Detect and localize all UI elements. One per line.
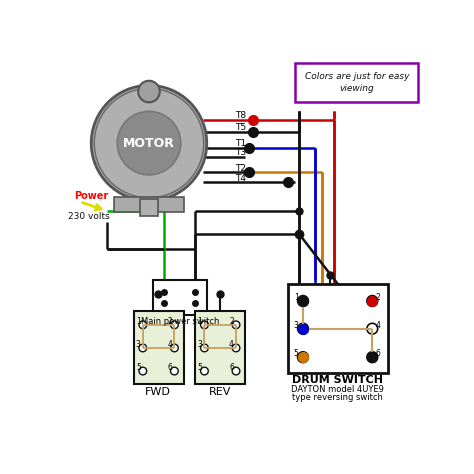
- Text: type reversing switch: type reversing switch: [292, 392, 383, 401]
- Text: DAYTON model 4UYE9: DAYTON model 4UYE9: [291, 385, 384, 394]
- Text: 5: 5: [136, 363, 141, 372]
- Text: 2: 2: [167, 317, 172, 326]
- Text: REV: REV: [209, 387, 231, 397]
- Circle shape: [298, 352, 309, 363]
- Bar: [140, 200, 158, 216]
- Text: 3: 3: [198, 340, 202, 349]
- Circle shape: [94, 89, 204, 198]
- Circle shape: [171, 367, 178, 375]
- Text: 2: 2: [229, 317, 234, 326]
- Text: 3: 3: [136, 340, 141, 349]
- Text: FWD: FWD: [146, 387, 171, 397]
- Bar: [195, 311, 245, 384]
- Text: 6: 6: [229, 363, 234, 372]
- Circle shape: [201, 344, 208, 352]
- Text: Power: Power: [74, 191, 109, 201]
- Text: 3: 3: [294, 321, 299, 330]
- Circle shape: [138, 81, 160, 102]
- Circle shape: [201, 367, 208, 375]
- Text: T4: T4: [235, 174, 246, 183]
- Text: 5: 5: [198, 363, 202, 372]
- Text: 1: 1: [294, 293, 299, 302]
- Circle shape: [232, 367, 240, 375]
- Text: 4: 4: [229, 340, 234, 349]
- Text: 2: 2: [375, 293, 380, 302]
- Circle shape: [298, 323, 309, 334]
- Circle shape: [171, 344, 178, 352]
- Bar: [134, 311, 183, 384]
- Text: 1: 1: [198, 317, 202, 326]
- Circle shape: [367, 323, 378, 334]
- Circle shape: [298, 296, 309, 306]
- Text: T1: T1: [235, 139, 246, 148]
- Text: Main power switch: Main power switch: [141, 317, 219, 326]
- FancyBboxPatch shape: [114, 197, 183, 212]
- Circle shape: [367, 352, 378, 363]
- Circle shape: [201, 321, 208, 328]
- Text: 6: 6: [375, 349, 380, 358]
- Text: DRUM SWITCH: DRUM SWITCH: [292, 375, 383, 385]
- Text: 230 volts: 230 volts: [68, 211, 110, 220]
- Bar: [295, 63, 419, 101]
- Bar: [153, 280, 207, 315]
- Circle shape: [139, 321, 146, 328]
- Text: T3: T3: [235, 148, 246, 157]
- Text: 4: 4: [375, 321, 380, 330]
- Text: T8: T8: [235, 111, 246, 120]
- Text: 4: 4: [167, 340, 173, 349]
- Text: T5: T5: [235, 123, 246, 132]
- Circle shape: [91, 85, 207, 201]
- Circle shape: [367, 296, 378, 306]
- Text: T2: T2: [235, 164, 246, 173]
- Circle shape: [139, 367, 146, 375]
- Text: 6: 6: [167, 363, 173, 372]
- Circle shape: [232, 321, 240, 328]
- Bar: [288, 284, 388, 373]
- Text: Colors are just for easy
viewing: Colors are just for easy viewing: [305, 72, 409, 93]
- Circle shape: [139, 344, 146, 352]
- Text: 1: 1: [136, 317, 141, 326]
- Circle shape: [117, 111, 181, 175]
- Circle shape: [232, 344, 240, 352]
- Circle shape: [171, 321, 178, 328]
- Text: 5: 5: [294, 349, 299, 358]
- Text: MOTOR: MOTOR: [123, 137, 175, 150]
